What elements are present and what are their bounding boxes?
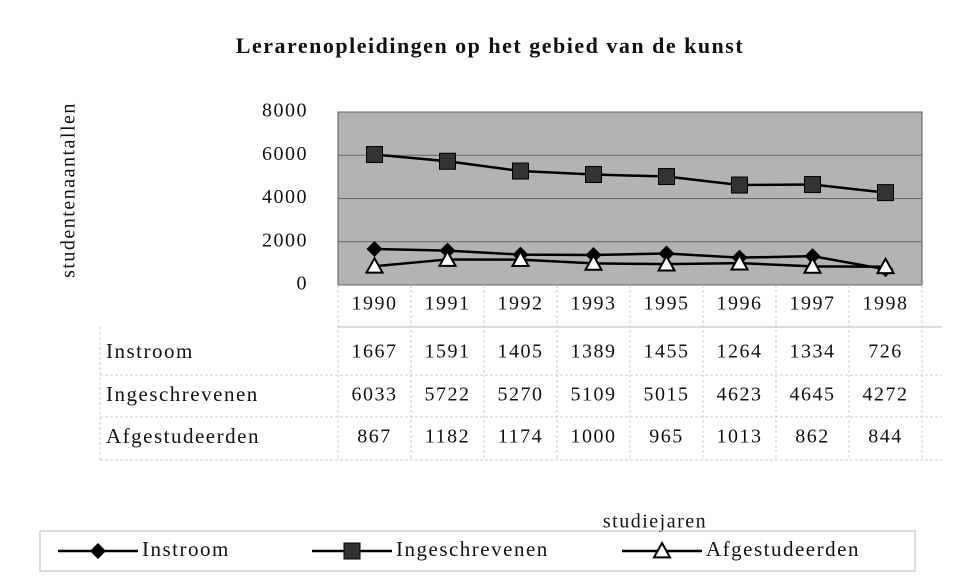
x-tick-label: 1995: [644, 293, 690, 315]
table-cell: 726: [868, 341, 903, 363]
data-point: [512, 162, 529, 180]
table-row-label: Ingeschrevenen: [106, 382, 259, 406]
legend-marker: [90, 543, 106, 559]
x-tick-label: 1996: [717, 293, 763, 315]
legend-label: Ingeschrevenen: [396, 537, 549, 561]
table-row-label: Instroom: [106, 339, 194, 363]
x-tick-label: 1998: [863, 293, 909, 315]
table-cell: 1334: [790, 341, 836, 363]
x-tick-label: 1997: [790, 293, 836, 315]
table-cell: 4645: [790, 384, 836, 406]
data-point: [877, 184, 894, 202]
x-tick-label: 1992: [498, 293, 544, 315]
x-tick-label: 1993: [571, 293, 617, 315]
table-cell: 1405: [498, 341, 544, 363]
x-axis-label: studiejaren: [603, 511, 707, 533]
table-cell: 965: [649, 426, 684, 448]
data-point: [875, 256, 896, 275]
legend-marker: [343, 542, 361, 560]
data-point: [658, 245, 675, 262]
table-cell: 1667: [352, 341, 398, 363]
table-cell: 1013: [717, 426, 763, 448]
table-cell: 1591: [425, 341, 471, 363]
x-tick-label: 1991: [425, 293, 471, 315]
legend-label: Instroom: [142, 537, 230, 561]
y-tick-label: 6000: [262, 143, 308, 165]
data-point: [585, 166, 602, 184]
table-cell: 1264: [717, 341, 763, 363]
table-cell: 6033: [352, 384, 398, 406]
data-point: [804, 176, 821, 194]
legend-box: [39, 530, 916, 572]
table-cell: 862: [795, 426, 830, 448]
legend-label: Afgestudeerden: [706, 537, 860, 561]
table-cell: 5270: [498, 384, 544, 406]
table-cell: 4623: [717, 384, 763, 406]
data-point: [731, 176, 748, 194]
data-point: [656, 254, 677, 272]
table-cell: 5722: [425, 384, 471, 406]
y-tick-label: 2000: [262, 229, 308, 251]
y-axis-label: studentenaantallen: [58, 102, 80, 278]
series-line: [374, 247, 886, 271]
data-point: [439, 152, 456, 170]
table-cell: 1182: [425, 426, 470, 448]
chart-title: Lerarenopleidingen op het gebied van de …: [236, 33, 744, 58]
series-line: [374, 258, 886, 268]
data-point: [437, 249, 458, 267]
legend-marker: [652, 540, 672, 559]
data-point: [804, 248, 821, 265]
series-line: [374, 153, 886, 194]
data-point: [510, 249, 531, 268]
table-cell: 1000: [571, 426, 617, 448]
data-point: [583, 253, 604, 271]
table-cell: 4272: [863, 384, 909, 406]
table-cell: 1389: [571, 341, 617, 363]
data-point: [802, 256, 823, 274]
data-point: [366, 146, 383, 164]
y-tick-label: 0: [297, 273, 309, 295]
data-point: [658, 168, 675, 186]
data-point: [729, 253, 750, 271]
data-point: [366, 240, 383, 257]
table-cell: 844: [868, 426, 903, 448]
x-tick-label: 1990: [352, 293, 398, 315]
data-point: [364, 256, 385, 274]
table-row-label: Afgestudeerden: [106, 424, 260, 448]
y-tick-label: 4000: [262, 186, 308, 208]
table-cell: 867: [357, 426, 392, 448]
y-tick-label: 8000: [262, 100, 308, 122]
table-cell: 1174: [498, 426, 543, 448]
table-cell: 5109: [571, 384, 617, 406]
table-cell: 1455: [644, 341, 690, 363]
table-cell: 5015: [644, 384, 690, 406]
